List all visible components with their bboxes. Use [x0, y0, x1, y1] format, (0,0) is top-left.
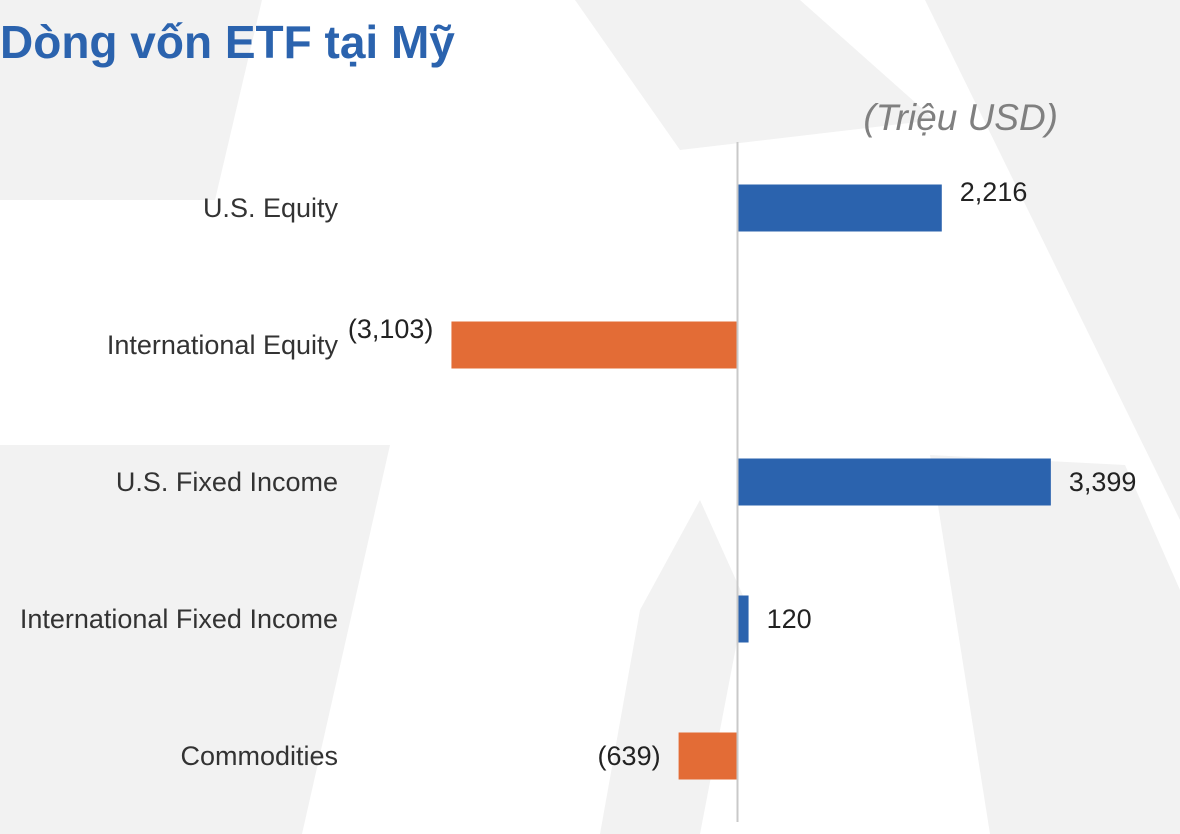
bar-positive — [737, 184, 942, 232]
value-label: (639) — [598, 741, 661, 771]
category-label: International Fixed Income — [20, 604, 338, 634]
value-label: 3,399 — [1069, 467, 1137, 497]
unit-label: (Triệu USD) — [863, 97, 1058, 138]
bar-positive — [737, 458, 1051, 506]
page-title: Dòng vốn ETF tại Mỹ — [0, 16, 455, 68]
value-label: 2,216 — [960, 177, 1028, 207]
category-label: U.S. Fixed Income — [116, 467, 338, 497]
bar-positive — [737, 595, 749, 643]
watermark-stroke-bottom-right — [930, 455, 1180, 834]
bars — [451, 184, 1051, 780]
value-label: (3,103) — [348, 314, 434, 344]
category-labels: U.S. Equity International Equity U.S. Fixe… — [20, 193, 339, 771]
value-label: 120 — [767, 604, 812, 634]
watermark-stroke-bottom-left — [0, 445, 390, 834]
bar-negative — [678, 732, 738, 780]
category-label: U.S. Equity — [203, 193, 339, 223]
watermark-stroke-right — [925, 0, 1180, 520]
category-label: International Equity — [107, 330, 339, 360]
category-label: Commodities — [180, 741, 338, 771]
value-labels: 2,216 (3,103) 3,399 120 (639) — [348, 177, 1137, 771]
bar-negative — [451, 321, 738, 369]
watermark-stroke-top-right — [575, 0, 935, 150]
watermark-stroke-top-left — [0, 0, 262, 200]
